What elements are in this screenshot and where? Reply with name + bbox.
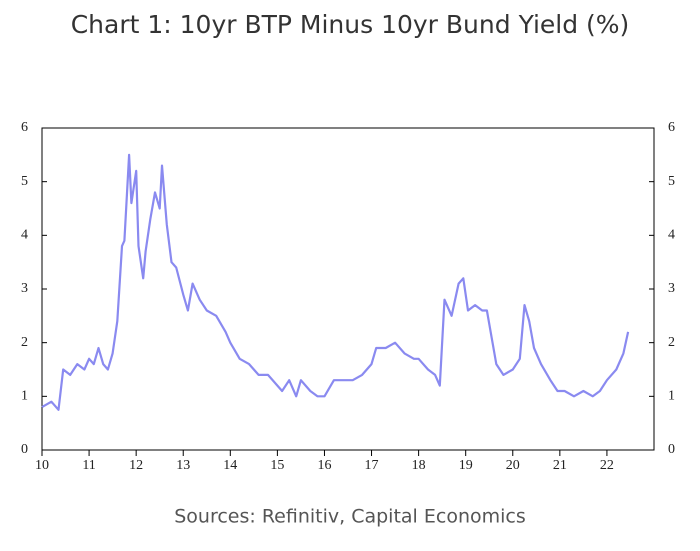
- y2-tick-label: 1: [668, 389, 675, 404]
- y-tick-label: 2: [21, 335, 28, 350]
- y2-tick-label: 6: [668, 120, 675, 135]
- x-tick-label: 10: [35, 458, 49, 473]
- x-tick-label: 11: [82, 458, 95, 473]
- line-series: [41, 153, 630, 411]
- x-tick-label: 19: [459, 458, 473, 473]
- y-tick-label: 4: [21, 228, 28, 243]
- y2-tick-label: 5: [668, 174, 675, 189]
- y2-tick-label: 0: [668, 442, 675, 457]
- y2-tick-label: 2: [668, 335, 675, 350]
- x-tick-label: 21: [553, 458, 567, 473]
- y2-tick-label: 3: [668, 281, 675, 296]
- chart-title: Chart 1: 10yr BTP Minus 10yr Bund Yield …: [71, 10, 630, 39]
- x-tick-label: 22: [600, 458, 614, 473]
- x-tick-label: 18: [412, 458, 426, 473]
- y-tick-label: 1: [21, 389, 28, 404]
- x-tick-label: 20: [506, 458, 520, 473]
- y2-tick-label: 4: [668, 228, 675, 243]
- x-tick-label: 16: [317, 458, 331, 473]
- y-tick-label: 0: [21, 442, 28, 457]
- x-tick-label: 12: [129, 458, 143, 473]
- y-tick-label: 6: [21, 120, 28, 135]
- y-tick-label: 3: [21, 281, 28, 296]
- x-tick-label: 15: [270, 458, 284, 473]
- x-tick-label: 14: [223, 458, 237, 473]
- plot-frame: [41, 127, 655, 451]
- x-tick-label: 13: [176, 458, 190, 473]
- x-tick-label: 17: [365, 458, 379, 473]
- y-tick-label: 5: [21, 174, 28, 189]
- source: Sources: Refinitiv, Capital Economics: [174, 506, 526, 528]
